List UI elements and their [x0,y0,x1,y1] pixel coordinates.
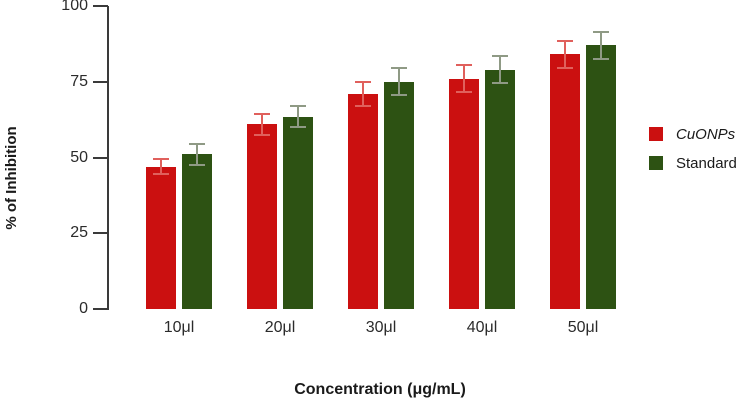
x-category-label: 30μl [365,319,397,336]
error-bar-line [196,143,198,166]
bar-standard-20μl [283,116,313,309]
x-category-label: 20μl [264,319,296,336]
y-axis-title: % of Inhibition [3,126,20,230]
error-bar-cap-bottom [355,104,371,107]
legend-item-standard: Standard [649,154,737,172]
error-bar-cap-top [391,67,407,70]
legend-label-standard: Standard [676,154,737,172]
y-axis-tick [93,232,108,235]
y-axis-tick-label: 75 [70,72,88,90]
error-bar-line [398,68,400,96]
error-bar-line [564,40,566,69]
error-bar-line [600,31,602,60]
y-axis-tick [93,5,108,7]
error-bar-cap-top [593,30,609,33]
y-axis-tick [93,80,108,83]
error-bar-cap-bottom [153,173,169,176]
error-bar-cap-bottom [593,58,609,61]
error-bar-line [261,113,263,135]
error-bar-line [297,105,299,128]
error-bar-cap-top [290,104,306,107]
bar-standard-40μl [485,69,515,309]
y-axis-tick-label: 0 [79,300,88,317]
x-axis-title: Concentration (μg/mL) [294,381,466,398]
x-category-label: 40μl [466,319,498,336]
error-bar-line [362,81,364,106]
error-bar-cap-bottom [391,94,407,97]
error-bar-cap-bottom [492,82,508,85]
bar-cuonps-30μl [348,93,378,309]
legend-label-cuonps: CuONPs [676,125,736,143]
error-bar-line [463,65,465,93]
y-axis-tick [93,308,108,310]
bar-cuonps-20μl [247,124,277,309]
error-bar-cap-bottom [254,133,270,136]
error-bar-line [499,55,501,84]
error-bar-cap-bottom [557,67,573,70]
error-bar-cap-bottom [290,126,306,129]
error-bar-cap-top [456,64,472,67]
error-bar-cap-top [254,112,270,115]
legend-swatch-cuonps [649,127,663,141]
bar-standard-50μl [586,45,616,309]
bar-standard-30μl [384,81,414,309]
error-bar-cap-top [153,158,169,160]
bar-standard-10μl [182,154,212,309]
x-category-label: 50μl [567,319,599,336]
y-axis-tick-label: 50 [70,148,88,166]
error-bar-cap-top [492,54,508,57]
bar-cuonps-40μl [449,78,479,309]
y-axis-tick-label: 25 [70,224,88,242]
y-axis-tick-label: 100 [61,0,88,14]
y-axis-line [107,6,109,310]
legend-item-cuonps: CuONPs [649,125,736,143]
error-bar-cap-bottom [456,91,472,94]
bar-cuonps-10μl [146,166,176,309]
error-bar-cap-top [189,142,205,145]
error-bar-cap-bottom [189,164,205,167]
legend-swatch-standard [649,156,663,170]
error-bar-cap-top [557,39,573,42]
error-bar-cap-top [355,80,371,83]
y-axis-tick [93,156,108,159]
bar-cuonps-50μl [550,54,580,309]
error-bar-line [160,159,162,175]
x-category-label: 10μl [163,319,195,336]
